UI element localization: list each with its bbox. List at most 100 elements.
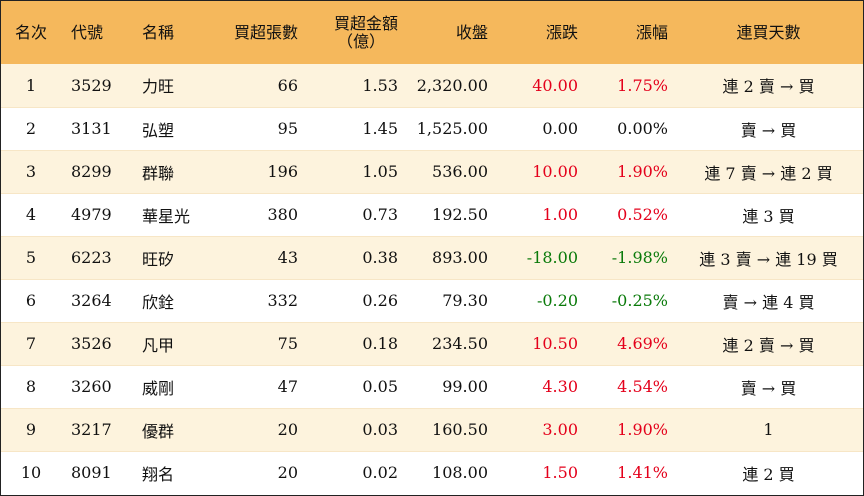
cell-net-buy-amount: 1.53 — [362, 75, 398, 95]
cell-code: 3526 — [61, 321, 132, 365]
cell-net-buy-lots: 20 — [214, 450, 304, 494]
header-change-pct: 漲幅 — [635, 22, 668, 42]
cell-change: 10.50 — [494, 321, 584, 365]
cell-net-buy-amount: 0.05 — [304, 364, 404, 408]
cell-change: 3.00 — [494, 407, 584, 451]
header-name: 名稱 — [142, 22, 175, 42]
cell-change: -18.00 — [494, 235, 584, 279]
cell-change-pct: 1.90% — [584, 407, 674, 451]
cell-code: 3529 — [71, 75, 112, 95]
cell-change-pct: 4.69% — [584, 321, 674, 365]
cell-rank: 8 — [1, 364, 61, 408]
cell-rank: 1 — [25, 75, 37, 95]
cell-rank: 2 — [1, 106, 61, 150]
cell-change: 1.50 — [494, 450, 584, 494]
table-row: 2 3131 弘塑 95 1.45 1,525.00 0.00 0.00% 賣 … — [1, 106, 863, 150]
cell-name: 凡甲 — [132, 321, 214, 365]
cell-name: 弘塑 — [132, 106, 214, 150]
cell-name: 欣銓 — [132, 278, 214, 322]
cell-net-buy-amount: 1.45 — [304, 106, 404, 150]
cell-streak: 連 2 賣 → 買 — [674, 321, 863, 365]
cell-close: 79.30 — [404, 278, 494, 322]
table-row: 3 8299 群聯 196 1.05 536.00 10.00 1.90% 連 … — [1, 149, 863, 193]
cell-rank: 6 — [1, 278, 61, 322]
cell-streak: 連 3 賣 → 連 19 買 — [674, 235, 863, 279]
cell-rank: 9 — [1, 407, 61, 451]
cell-streak: 連 3 買 — [674, 192, 863, 236]
cell-name: 翔名 — [132, 450, 214, 494]
table-body: 1 3529 力旺 66 1.53 2,320.00 40.00 1.75% 連… — [1, 64, 863, 494]
cell-close: 2,320.00 — [416, 75, 488, 95]
table-row: 4 4979 華星光 380 0.73 192.50 1.00 0.52% 連 … — [1, 192, 863, 236]
cell-net-buy-lots: 95 — [214, 106, 304, 150]
cell-change-pct: 4.54% — [584, 364, 674, 408]
cell-name: 旺矽 — [132, 235, 214, 279]
cell-code: 3131 — [61, 106, 132, 150]
cell-code: 8091 — [61, 450, 132, 494]
cell-change: 1.00 — [494, 192, 584, 236]
cell-code: 8299 — [61, 149, 132, 193]
cell-streak: 連 7 賣 → 連 2 買 — [674, 149, 863, 193]
cell-net-buy-amount: 1.05 — [304, 149, 404, 193]
cell-change-pct: 1.75% — [617, 75, 668, 95]
cell-net-buy-amount: 0.03 — [304, 407, 404, 451]
header-streak: 連買天數 — [736, 22, 801, 42]
cell-rank: 3 — [1, 149, 61, 193]
cell-close: 192.50 — [404, 192, 494, 236]
table-row: 1 3529 力旺 66 1.53 2,320.00 40.00 1.75% 連… — [1, 64, 863, 107]
header-net-buy-lots: 買超張數 — [233, 22, 298, 42]
cell-rank: 10 — [1, 450, 61, 494]
cell-net-buy-lots: 380 — [214, 192, 304, 236]
cell-net-buy-lots: 196 — [214, 149, 304, 193]
header-change: 漲跌 — [545, 22, 578, 42]
table-row: 10 8091 翔名 20 0.02 108.00 1.50 1.41% 連 2… — [1, 450, 863, 494]
cell-code: 4979 — [61, 192, 132, 236]
header-code: 代號 — [71, 22, 104, 42]
cell-change-pct: 1.41% — [584, 450, 674, 494]
cell-net-buy-lots: 66 — [277, 75, 298, 95]
cell-name: 優群 — [132, 407, 214, 451]
cell-rank: 4 — [1, 192, 61, 236]
cell-name: 威剛 — [132, 364, 214, 408]
cell-streak: 賣 → 連 4 買 — [674, 278, 863, 322]
cell-streak: 賣 → 買 — [674, 364, 863, 408]
cell-streak: 賣 → 買 — [674, 106, 863, 150]
cell-net-buy-lots: 75 — [214, 321, 304, 365]
cell-net-buy-amount: 0.02 — [304, 450, 404, 494]
header-net-buy-amount-line2: （億） — [336, 31, 385, 51]
cell-close: 1,525.00 — [404, 106, 494, 150]
header-net-buy-amount-line1: 買超金額 — [333, 13, 398, 33]
cell-change: 40.00 — [532, 75, 578, 95]
cell-close: 160.50 — [404, 407, 494, 451]
cell-net-buy-amount: 0.18 — [304, 321, 404, 365]
table-row: 5 6223 旺矽 43 0.38 893.00 -18.00 -1.98% 連… — [1, 235, 863, 279]
cell-streak: 連 2 買 — [674, 450, 863, 494]
cell-name: 華星光 — [132, 192, 214, 236]
cell-change: -0.20 — [494, 278, 584, 322]
table-row: 8 3260 威剛 47 0.05 99.00 4.30 4.54% 賣 → 買 — [1, 364, 863, 408]
cell-close: 893.00 — [404, 235, 494, 279]
cell-net-buy-lots: 332 — [214, 278, 304, 322]
cell-streak: 連 2 賣 → 買 — [722, 77, 815, 97]
cell-net-buy-lots: 47 — [214, 364, 304, 408]
table-row: 6 3264 欣銓 332 0.26 79.30 -0.20 -0.25% 賣 … — [1, 278, 863, 322]
cell-change-pct: 0.00% — [584, 106, 674, 150]
cell-change-pct: 0.52% — [584, 192, 674, 236]
header-rank: 名次 — [14, 22, 47, 42]
cell-rank: 7 — [1, 321, 61, 365]
cell-name: 群聯 — [132, 149, 214, 193]
header-net-buy-amount: 買超金額 （億） — [304, 1, 404, 64]
cell-change: 0.00 — [494, 106, 584, 150]
cell-code: 3264 — [61, 278, 132, 322]
cell-close: 234.50 — [404, 321, 494, 365]
header-row: 名次 代號 名稱 買超張數 買超金額 （億） 收盤 漲跌 漲幅 連買天數 — [1, 1, 863, 64]
cell-change-pct: -0.25% — [584, 278, 674, 322]
table-row: 9 3217 優群 20 0.03 160.50 3.00 1.90% 1 — [1, 407, 863, 451]
header-close: 收盤 — [455, 22, 488, 42]
table-row: 7 3526 凡甲 75 0.18 234.50 10.50 4.69% 連 2… — [1, 321, 863, 365]
cell-net-buy-amount: 0.26 — [304, 278, 404, 322]
cell-net-buy-lots: 20 — [214, 407, 304, 451]
cell-code: 6223 — [61, 235, 132, 279]
